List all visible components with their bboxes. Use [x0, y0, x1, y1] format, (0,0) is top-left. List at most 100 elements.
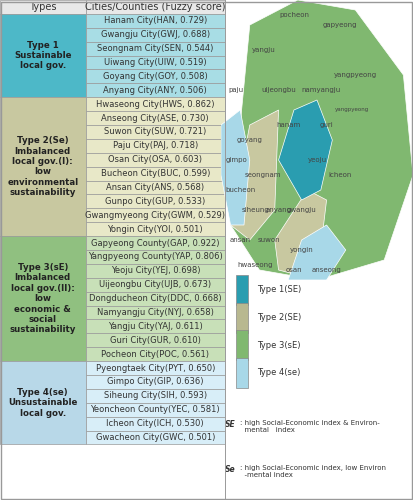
Text: Type 1(SE): Type 1(SE) [257, 286, 301, 294]
Text: Bucheon City(BUC, 0.599): Bucheon City(BUC, 0.599) [101, 169, 210, 178]
Text: Gimpo City(GIP, 0.636): Gimpo City(GIP, 0.636) [107, 378, 204, 386]
Polygon shape [279, 100, 332, 200]
FancyBboxPatch shape [85, 97, 225, 111]
FancyBboxPatch shape [85, 166, 225, 180]
Text: Gwangmyeong City(GWM, 0.529): Gwangmyeong City(GWM, 0.529) [85, 211, 225, 220]
Text: Yeoncheon County(YEC, 0.581): Yeoncheon County(YEC, 0.581) [90, 405, 220, 414]
FancyBboxPatch shape [85, 416, 225, 430]
Text: Uiwang City(UIW, 0.519): Uiwang City(UIW, 0.519) [104, 58, 206, 67]
Text: pocheon: pocheon [279, 12, 309, 18]
Text: Yeoju City(YEJ, 0.698): Yeoju City(YEJ, 0.698) [111, 266, 200, 276]
Text: uijeongbu: uijeongbu [261, 87, 296, 93]
Text: suwon: suwon [258, 237, 280, 243]
Text: Goyang City(GOY, 0.508): Goyang City(GOY, 0.508) [103, 72, 208, 81]
FancyBboxPatch shape [85, 306, 225, 320]
Text: Osan City(OSA, 0.603): Osan City(OSA, 0.603) [108, 155, 202, 164]
Text: gapyeong: gapyeong [323, 22, 357, 28]
Text: icheon: icheon [328, 172, 352, 178]
FancyBboxPatch shape [0, 236, 85, 361]
Text: osan: osan [286, 267, 302, 273]
Text: Gwangju City(GWJ, 0.688): Gwangju City(GWJ, 0.688) [101, 30, 210, 39]
FancyBboxPatch shape [85, 14, 225, 28]
Text: Yangju City(YAJ, 0.611): Yangju City(YAJ, 0.611) [108, 322, 203, 331]
Text: hwaseong: hwaseong [238, 262, 273, 268]
FancyBboxPatch shape [0, 0, 85, 14]
FancyBboxPatch shape [85, 389, 225, 403]
FancyBboxPatch shape [85, 194, 225, 208]
Text: yangpyeong: yangpyeong [335, 108, 369, 112]
Text: guri: guri [320, 122, 333, 128]
Text: gimpo: gimpo [225, 157, 247, 163]
Polygon shape [230, 0, 413, 280]
FancyBboxPatch shape [85, 250, 225, 264]
Text: Guri City(GUR, 0.610): Guri City(GUR, 0.610) [110, 336, 201, 345]
Text: Gunpo City(GUP, 0.533): Gunpo City(GUP, 0.533) [105, 197, 205, 206]
FancyBboxPatch shape [85, 320, 225, 334]
Polygon shape [230, 110, 279, 240]
FancyBboxPatch shape [236, 330, 248, 360]
Text: bucheon: bucheon [225, 187, 255, 193]
FancyBboxPatch shape [236, 275, 248, 305]
Text: Siheung City(SIH, 0.593): Siheung City(SIH, 0.593) [104, 392, 207, 400]
Text: Type 4(se)
Unsustainable
local gov.: Type 4(se) Unsustainable local gov. [8, 388, 78, 418]
FancyBboxPatch shape [0, 97, 85, 236]
Text: Type 2(Se)
Imbalanced
local gov.(I):
low
environmental
sustainability: Type 2(Se) Imbalanced local gov.(I): low… [7, 136, 78, 197]
FancyBboxPatch shape [85, 361, 225, 375]
Text: Se: Se [225, 465, 235, 474]
Text: yangju: yangju [252, 47, 275, 53]
Text: : high Social-Economic index & Environ-
  mental   index: : high Social-Economic index & Environ- … [240, 420, 380, 433]
Text: seongnam: seongnam [245, 172, 281, 178]
FancyBboxPatch shape [85, 0, 225, 14]
Text: yeoju: yeoju [307, 157, 327, 163]
Text: Yangpyeong County(YAP, 0.806): Yangpyeong County(YAP, 0.806) [88, 252, 223, 262]
Text: Dongducheon City(DDC, 0.668): Dongducheon City(DDC, 0.668) [89, 294, 222, 303]
Polygon shape [275, 190, 327, 280]
Text: Paju City(PAJ, 0.718): Paju City(PAJ, 0.718) [113, 142, 198, 150]
Text: Gwacheon City(GWC, 0.501): Gwacheon City(GWC, 0.501) [96, 433, 215, 442]
FancyBboxPatch shape [236, 302, 248, 332]
FancyBboxPatch shape [85, 56, 225, 70]
Text: namyangju: namyangju [301, 87, 340, 93]
Text: Ansan City(ANS, 0.568): Ansan City(ANS, 0.568) [106, 183, 204, 192]
Text: Uijeongbu City(UJB, 0.673): Uijeongbu City(UJB, 0.673) [99, 280, 211, 289]
Text: Gapyeong County(GAP, 0.922): Gapyeong County(GAP, 0.922) [91, 238, 220, 248]
Text: Hanam City(HAN, 0.729): Hanam City(HAN, 0.729) [104, 16, 207, 26]
Text: Yongin City(YOI, 0.501): Yongin City(YOI, 0.501) [107, 224, 203, 234]
Text: Types: Types [29, 2, 57, 12]
FancyBboxPatch shape [0, 14, 85, 97]
FancyBboxPatch shape [85, 347, 225, 361]
FancyBboxPatch shape [85, 125, 225, 139]
Text: hanam: hanam [276, 122, 300, 128]
Text: gwangju: gwangju [287, 207, 316, 213]
FancyBboxPatch shape [85, 153, 225, 166]
Text: Type 4(se): Type 4(se) [257, 368, 301, 377]
FancyBboxPatch shape [85, 403, 225, 416]
FancyBboxPatch shape [85, 70, 225, 84]
FancyBboxPatch shape [85, 375, 225, 389]
Text: Icheon City(ICH, 0.530): Icheon City(ICH, 0.530) [107, 419, 204, 428]
Text: Pocheon City(POC, 0.561): Pocheon City(POC, 0.561) [101, 350, 209, 358]
Text: Suwon City(SUW, 0.721): Suwon City(SUW, 0.721) [104, 128, 206, 136]
FancyBboxPatch shape [85, 236, 225, 250]
FancyBboxPatch shape [236, 358, 248, 388]
Text: anyang: anyang [266, 207, 292, 213]
Text: Anyang City(ANY, 0.506): Anyang City(ANY, 0.506) [103, 86, 207, 95]
Text: paju: paju [229, 87, 244, 93]
FancyBboxPatch shape [85, 264, 225, 278]
Text: Type 1
Sustainable
local gov.: Type 1 Sustainable local gov. [14, 40, 71, 70]
Text: Type 3(sE)
Imbalanced
local gov.(II):
low
economic & social
sustainability: Type 3(sE) Imbalanced local gov.(II): lo… [9, 263, 76, 334]
Text: Anseong City(ASE, 0.730): Anseong City(ASE, 0.730) [102, 114, 209, 122]
Text: : high Social-Economic index, low Environ
  -mental index: : high Social-Economic index, low Enviro… [240, 465, 386, 478]
Text: siheung: siheung [242, 207, 269, 213]
FancyBboxPatch shape [85, 430, 225, 444]
Text: Namyangju City(NYJ, 0.658): Namyangju City(NYJ, 0.658) [97, 308, 214, 317]
Text: yongin: yongin [290, 247, 313, 253]
Text: Hwaseong City(HWS, 0.862): Hwaseong City(HWS, 0.862) [96, 100, 215, 108]
FancyBboxPatch shape [85, 180, 225, 194]
Polygon shape [221, 110, 250, 225]
Text: Pyeongtaek City(PYT, 0.650): Pyeongtaek City(PYT, 0.650) [96, 364, 215, 372]
Text: anseong: anseong [312, 267, 342, 273]
FancyBboxPatch shape [0, 361, 85, 444]
Text: Cities/Counties (Fuzzy score): Cities/Counties (Fuzzy score) [85, 2, 225, 12]
Text: yangpyeong: yangpyeong [334, 72, 377, 78]
